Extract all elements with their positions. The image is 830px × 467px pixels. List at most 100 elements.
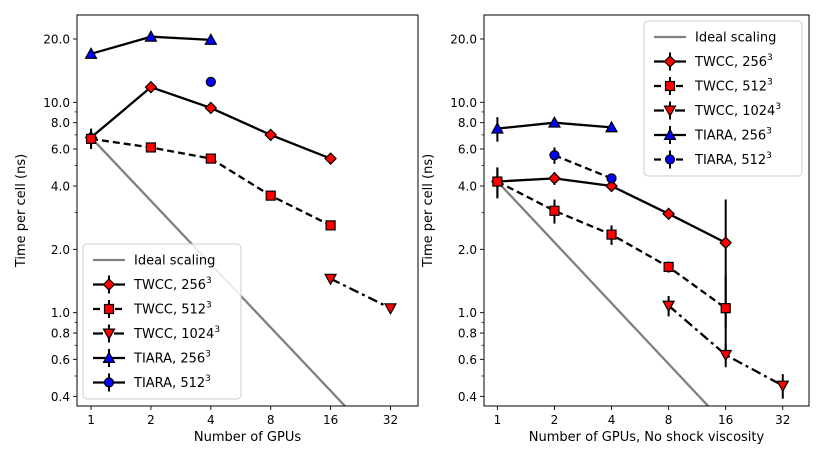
data-point <box>145 142 157 153</box>
data-point <box>85 133 97 144</box>
y-tick-label: 4.0 <box>51 180 70 194</box>
y-tick-label: 8.0 <box>458 116 477 130</box>
data-point <box>549 150 560 161</box>
series-2 <box>492 167 731 360</box>
legend-marker <box>664 154 676 165</box>
x-tick-label: 32 <box>383 413 398 427</box>
y-axis-label: Time per cell (ns) <box>421 154 436 268</box>
series-5 <box>205 76 216 88</box>
y-tick-label: 20.0 <box>450 32 477 46</box>
legend-label: TWCC, 5123 <box>694 78 773 95</box>
legend-entry: Ideal scaling <box>93 254 215 269</box>
legend-label: Ideal scaling <box>134 254 215 269</box>
series-1 <box>84 80 337 165</box>
legend-marker <box>663 105 677 118</box>
x-tick-label: 2 <box>147 413 155 427</box>
data-point <box>264 128 278 142</box>
legend-entry: TIARA, 2563 <box>654 126 772 144</box>
legend-entry: TWCC, 5123 <box>93 300 212 318</box>
y-tick-label: 4.0 <box>458 180 477 194</box>
y-tick-label: 2.0 <box>51 243 70 257</box>
legend-entry: TWCC, 2563 <box>654 52 773 71</box>
data-point <box>720 303 731 314</box>
legend: Ideal scaling TWCC, 2563 TWCC, 5123 TWCC, 1… <box>643 20 803 177</box>
legend-label: TIARA, 2563 <box>133 350 211 367</box>
data-point <box>144 80 158 94</box>
legend-entry: TIARA, 5123 <box>654 150 772 169</box>
legend-label: TWCC, 10243 <box>133 325 220 342</box>
series-line <box>554 154 612 180</box>
data-point <box>547 115 561 128</box>
legend-label: TWCC, 2563 <box>133 276 212 293</box>
data-point <box>719 236 733 250</box>
data-point <box>492 176 503 187</box>
legend-marker <box>102 278 116 291</box>
y-tick-label: 10.0 <box>450 96 477 110</box>
plot-frame <box>483 14 810 407</box>
x-tick-label: 4 <box>207 413 215 427</box>
y-tick-label: 20.0 <box>43 32 70 46</box>
data-point <box>549 205 560 216</box>
legend-marker <box>103 377 115 388</box>
y-tick-label: 0.8 <box>51 327 70 341</box>
legend-marker <box>102 351 116 363</box>
legend-label: TIARA, 5123 <box>133 374 211 391</box>
data-point <box>84 47 98 59</box>
series-5 <box>549 147 617 184</box>
legend-entry: TWCC, 10243 <box>654 101 781 120</box>
y-tick-label: 10.0 <box>43 96 70 110</box>
legend-box <box>643 20 803 177</box>
y-tick-label: 0.6 <box>51 353 70 367</box>
legend: Ideal scaling TWCC, 2563 TWCC, 5123 TWCC, 1… <box>82 243 242 400</box>
data-point <box>325 220 336 231</box>
x-tick-label: 8 <box>665 413 673 427</box>
x-tick-label: 4 <box>608 413 616 427</box>
y-axis-label: Time per cell (ns) <box>14 154 29 268</box>
x-tick-label: 16 <box>323 413 338 427</box>
data-point <box>383 303 398 315</box>
data-point <box>662 300 676 313</box>
data-point <box>324 273 338 286</box>
y-tick-label: 6.0 <box>51 142 70 156</box>
series-4 <box>84 29 218 59</box>
chart-panel-1: 0.4 0.6 0.8 1.0 2.0 4.0 6.0 8.0 10.0 20.0 1 2 4 8 16 32… <box>14 14 419 445</box>
data-point <box>605 179 618 193</box>
legend-label: Ideal scaling <box>695 31 776 46</box>
x-tick-label: 32 <box>775 413 790 427</box>
data-point <box>144 29 158 42</box>
legend-label: TWCC, 5123 <box>133 301 212 318</box>
data-point <box>490 121 504 134</box>
legend-marker <box>663 128 677 140</box>
data-point <box>324 152 337 165</box>
series-line <box>667 304 784 387</box>
legend-marker <box>664 80 676 92</box>
legend-entry: TIARA, 5123 <box>93 373 211 392</box>
series-3 <box>662 296 790 399</box>
legend-entry: TIARA, 2563 <box>93 349 211 367</box>
y-tick-label: 0.6 <box>458 353 477 367</box>
data-point <box>205 153 216 164</box>
data-point <box>605 120 619 133</box>
y-tick-label: 0.8 <box>458 327 477 341</box>
chart-panel-2: 0.4 0.6 0.8 1.0 2.0 4.0 6.0 8.0 10.0 20.0 1 2 4 8 16 32… <box>421 14 810 445</box>
legend-entry: TWCC, 5123 <box>654 77 773 95</box>
data-point <box>265 190 276 201</box>
x-tick-label: 2 <box>551 413 559 427</box>
x-tick-label: 8 <box>267 413 275 427</box>
series-4 <box>490 115 619 142</box>
data-point <box>606 229 617 240</box>
data-point <box>719 349 733 362</box>
legend-marker <box>102 328 116 341</box>
data-point <box>205 76 216 88</box>
y-tick-label: 8.0 <box>51 116 70 130</box>
y-tick-label: 1.0 <box>458 306 477 320</box>
y-tick-label: 6.0 <box>458 142 477 156</box>
data-point <box>548 171 561 185</box>
x-axis-label: Number of GPUs <box>194 430 301 445</box>
data-point <box>776 380 790 393</box>
ideal-scaling-line <box>496 180 710 406</box>
plot-frame <box>76 14 419 407</box>
data-point <box>662 207 675 221</box>
legend-label: TWCC, 2563 <box>694 53 773 70</box>
legend-entry: Ideal scaling <box>654 31 776 46</box>
